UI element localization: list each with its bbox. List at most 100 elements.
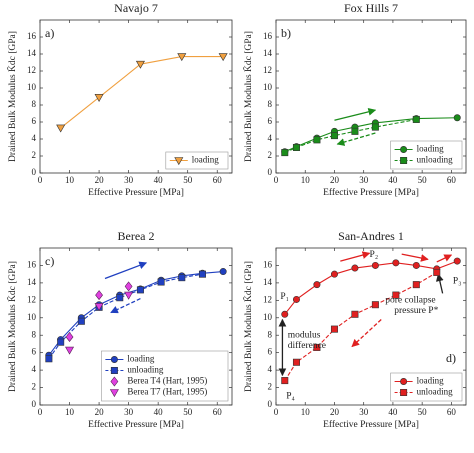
panel-label: a) — [45, 26, 54, 40]
arrow — [351, 319, 382, 348]
legend-label: unloading — [417, 387, 453, 397]
x-tick-label: 20 — [95, 407, 105, 417]
legend-label: loading — [192, 155, 219, 165]
legend-label: Berea T4 (Hart, 1995) — [127, 376, 207, 386]
y-tick-label: 6 — [32, 116, 37, 126]
legend-marker — [400, 388, 408, 396]
arrow — [104, 261, 148, 280]
y-tick-label: 16 — [263, 260, 273, 270]
marker — [412, 281, 420, 289]
series-line — [284, 260, 458, 315]
marker — [95, 290, 103, 301]
marker — [371, 123, 379, 131]
panel-label: b) — [281, 26, 291, 40]
legend-box — [390, 372, 463, 402]
x-tick-label: 50 — [183, 407, 193, 417]
y-tick-label: 2 — [32, 382, 37, 392]
legend-marker — [174, 157, 184, 166]
legend-marker — [110, 366, 118, 374]
x-axis-label: Effective Pressure [MPa] — [323, 187, 419, 198]
annotation: pore collapse — [385, 296, 435, 306]
x-tick-label: 30 — [124, 175, 134, 185]
x-tick-label: 20 — [330, 175, 340, 185]
x-tick-label: 50 — [183, 175, 193, 185]
legend-marker — [110, 355, 118, 363]
x-tick-label: 0 — [274, 407, 279, 417]
legend-label: loading — [127, 354, 154, 364]
marker — [65, 331, 74, 342]
y-axis-label: Drained Bulk Modulus K̃dc [GPa] — [5, 31, 18, 162]
legend-marker — [400, 377, 408, 385]
marker — [292, 144, 300, 152]
y-axis-label: Drained Bulk Modulus K̃dc [GPa] — [241, 31, 254, 162]
x-tick-label: 10 — [65, 407, 75, 417]
panel: Fox Hills 7 Effective Pressure [MPa] Drain… — [241, 1, 467, 198]
x-axis-label: Effective Pressure [MPa] — [323, 419, 419, 430]
annotation: modulus — [288, 330, 321, 340]
x-tick-label: 60 — [213, 175, 223, 185]
legend-box — [390, 140, 463, 170]
y-tick-label: 16 — [263, 31, 273, 41]
y-tick-label: 10 — [263, 82, 273, 92]
y-tick-label: 12 — [263, 65, 272, 75]
marker — [330, 325, 338, 333]
annotation: P₂ — [370, 250, 379, 260]
marker — [313, 136, 321, 144]
y-tick-label: 10 — [27, 312, 37, 322]
y-axis-label: Drained Bulk Modulus K̃dc [GPa] — [241, 261, 254, 392]
marker — [453, 257, 461, 265]
marker — [218, 53, 228, 62]
y-tick-label: 8 — [32, 99, 37, 109]
marker — [45, 355, 53, 363]
panel-label: c) — [45, 254, 54, 268]
y-tick-label: 14 — [27, 48, 37, 58]
marker — [412, 115, 420, 123]
marker — [94, 303, 104, 312]
panel: Berea 2 Effective Pressure [MPa] Drained B… — [5, 229, 233, 430]
x-tick-label: 60 — [447, 407, 457, 417]
legend-marker — [400, 146, 408, 154]
marker — [124, 281, 133, 292]
x-tick-label: 10 — [65, 175, 75, 185]
x-tick-label: 60 — [213, 407, 223, 417]
arrow — [340, 251, 371, 262]
arrow — [435, 273, 444, 294]
x-tick-label: 0 — [38, 407, 43, 417]
marker — [351, 264, 359, 272]
x-tick-label: 40 — [388, 175, 398, 185]
y-tick-label: 4 — [32, 133, 37, 143]
x-tick-label: 10 — [301, 175, 311, 185]
panel-title: Berea 2 — [118, 229, 155, 243]
x-tick-label: 40 — [154, 175, 164, 185]
x-tick-label: 0 — [274, 175, 279, 185]
marker — [351, 310, 359, 318]
annotation: P₁ — [280, 292, 289, 302]
annotation: difference — [288, 340, 326, 351]
marker — [351, 127, 359, 135]
arrow — [401, 253, 429, 262]
x-tick-label: 0 — [38, 175, 43, 185]
annotation: P₄ — [286, 391, 295, 401]
marker — [77, 317, 85, 325]
panel: San-Andres 1 Effective Pressure [MPa] Drai… — [241, 229, 467, 430]
y-tick-label: 0 — [32, 399, 37, 409]
y-tick-label: 14 — [263, 277, 273, 287]
marker — [116, 294, 124, 302]
y-axis-label: Drained Bulk Modulus K̃dc [GPa] — [5, 261, 18, 392]
arrow — [334, 108, 377, 121]
marker — [371, 261, 379, 269]
y-tick-label: 10 — [27, 82, 37, 92]
y-tick-label: 14 — [27, 277, 37, 287]
y-tick-label: 8 — [268, 99, 273, 109]
x-tick-label: 30 — [359, 175, 369, 185]
y-tick-label: 6 — [268, 116, 273, 126]
annotation: P₃ — [453, 276, 462, 286]
x-tick-label: 40 — [154, 407, 164, 417]
marker — [57, 338, 65, 346]
panel-title: Navajo 7 — [114, 1, 158, 15]
marker — [136, 286, 144, 294]
arrow — [436, 254, 453, 263]
y-tick-label: 16 — [27, 260, 37, 270]
legend-marker — [400, 157, 408, 165]
